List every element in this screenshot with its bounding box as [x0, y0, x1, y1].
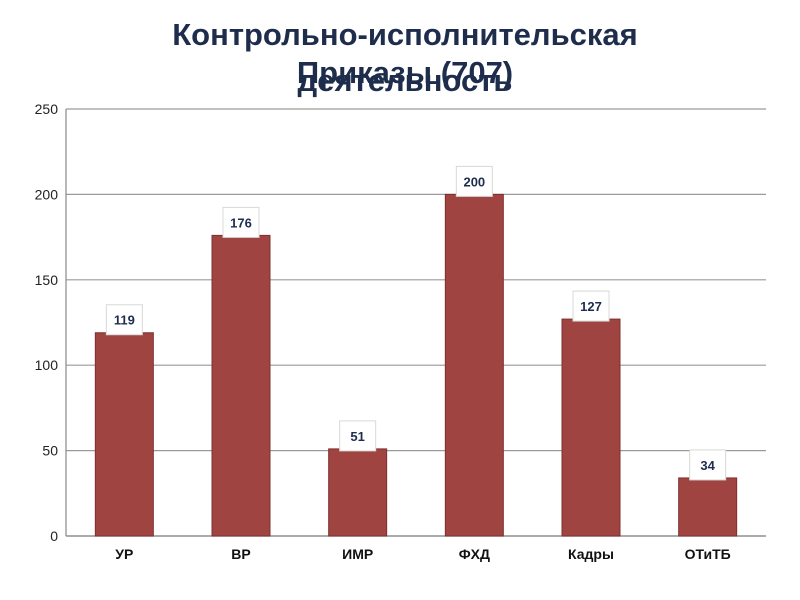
- bar: [678, 477, 738, 537]
- title-line-2: Приказы (707) деятельность: [0, 52, 800, 98]
- y-tick-label: 100: [35, 357, 59, 373]
- y-tick-label: 150: [35, 272, 59, 288]
- data-label: 127: [580, 299, 602, 314]
- y-tick-label: 200: [35, 186, 59, 202]
- data-label-box: [689, 449, 727, 481]
- x-tick-label: ОТиТБ: [685, 546, 731, 562]
- y-tick-label: 50: [42, 443, 58, 459]
- data-label-box: [339, 420, 377, 452]
- data-label-box: [455, 165, 493, 197]
- x-tick-label: ВР: [231, 546, 250, 562]
- data-label-box: [222, 206, 260, 238]
- title-line-2-overlap: деятельность: [297, 63, 513, 98]
- x-tick-label: ИМР: [342, 546, 373, 562]
- chart-title: Контрольно-исполнительская Приказы (707)…: [0, 17, 800, 98]
- bar: [328, 448, 388, 537]
- bar: [211, 234, 271, 537]
- data-label: 176: [230, 215, 252, 230]
- x-tick-label: ФХД: [459, 546, 490, 562]
- bar: [94, 332, 154, 537]
- data-label: 34: [700, 458, 715, 473]
- y-tick-label: 250: [35, 101, 59, 117]
- bar: [444, 193, 504, 537]
- y-tick-label: 0: [50, 528, 58, 544]
- data-label: 119: [114, 313, 135, 328]
- data-label: 200: [463, 174, 485, 189]
- x-tick-label: Кадры: [568, 546, 614, 562]
- data-label-box: [105, 304, 143, 336]
- x-tick-label: УР: [115, 546, 133, 562]
- data-label: 51: [350, 429, 364, 444]
- data-label-box: [572, 290, 610, 322]
- subtitle-orders: Приказы (707): [296, 55, 514, 90]
- bar: [561, 318, 621, 537]
- title-line-1: Контрольно-исполнительская: [172, 17, 638, 52]
